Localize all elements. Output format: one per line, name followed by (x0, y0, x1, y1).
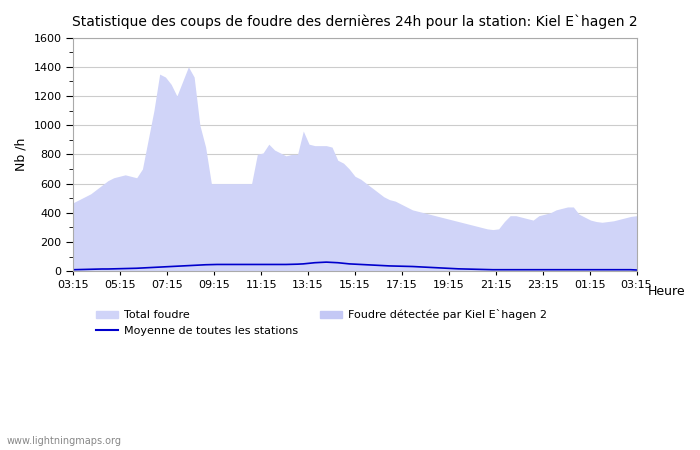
Legend: Total foudre, Moyenne de toutes les stations, Foudre détectée par Kiel E`hagen 2: Total foudre, Moyenne de toutes les stat… (91, 305, 551, 340)
Text: www.lightningmaps.org: www.lightningmaps.org (7, 436, 122, 446)
Title: Statistique des coups de foudre des dernières 24h pour la station: Kiel E`hagen : Statistique des coups de foudre des dern… (72, 15, 638, 30)
Y-axis label: Nb /h: Nb /h (15, 138, 28, 171)
Text: Heure: Heure (648, 285, 685, 298)
